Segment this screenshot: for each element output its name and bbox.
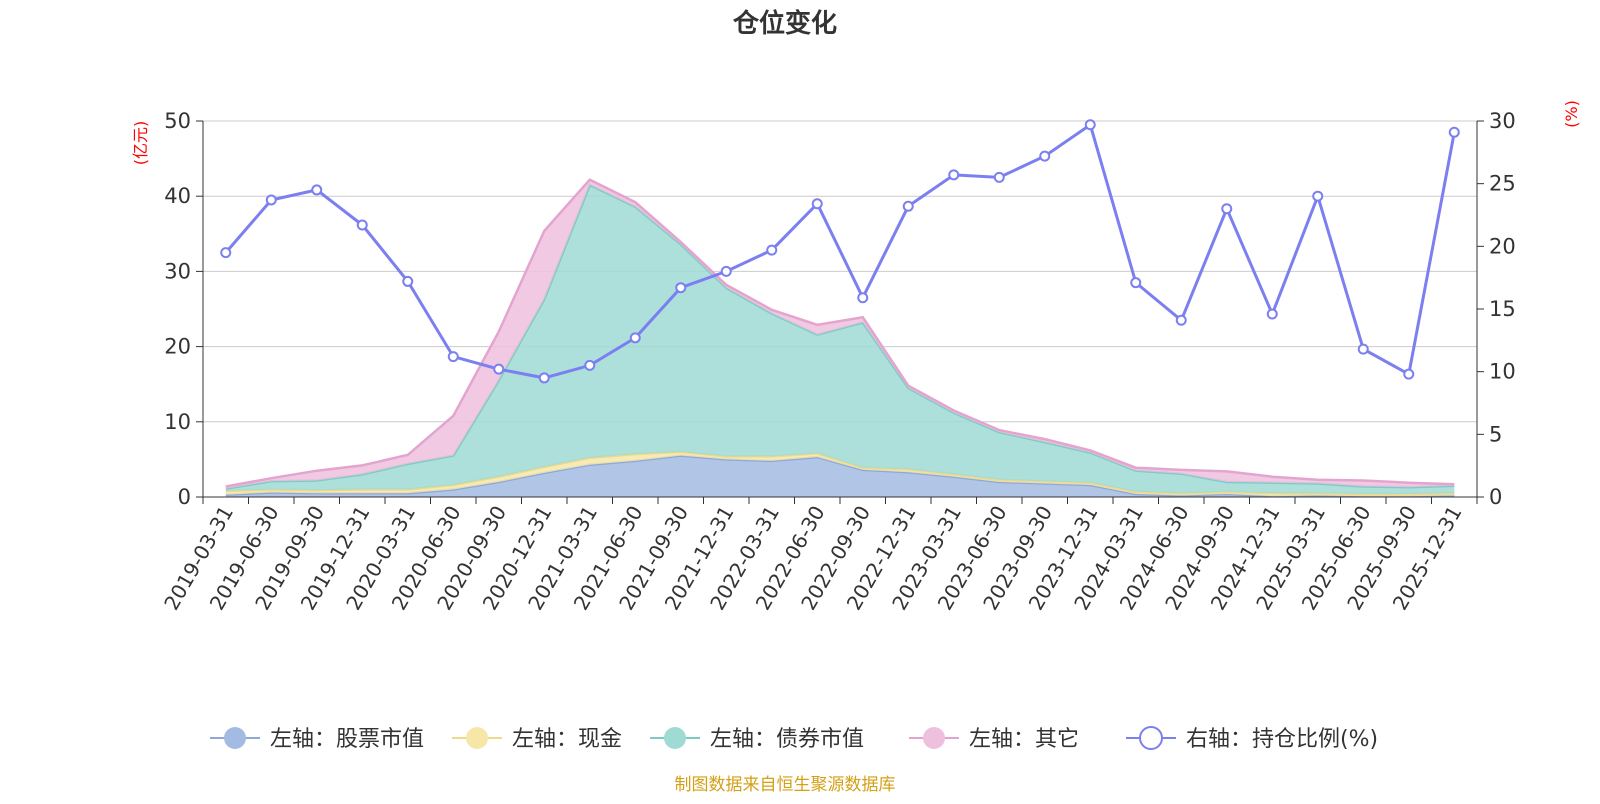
- area-edge-4: [225, 178, 1455, 488]
- ratio-point: [1221, 203, 1233, 215]
- grid-lines: [203, 120, 1477, 423]
- left-tick-label: 40: [164, 184, 191, 208]
- legend-marker: [664, 727, 686, 749]
- ratio-point: [675, 282, 687, 294]
- ratio-point: [993, 171, 1005, 183]
- left-tick-label: 50: [164, 109, 191, 133]
- chart-title: 仓位变化: [732, 8, 837, 39]
- legend-marker: [466, 727, 488, 749]
- ratio-point: [1130, 277, 1142, 289]
- ratio-point: [811, 198, 823, 210]
- ratio-point: [720, 265, 732, 277]
- ratio-point: [538, 372, 550, 384]
- ratio-point: [1357, 343, 1369, 355]
- right-tick-label: 20: [1489, 234, 1516, 258]
- ratio-point: [1266, 308, 1278, 320]
- left-tick-label: 10: [164, 410, 191, 434]
- ratio-point: [311, 184, 323, 196]
- area-3: [225, 184, 1455, 494]
- legend-label: 左轴：股票市值: [270, 727, 424, 752]
- ratio-point: [402, 275, 414, 287]
- legend: 左轴：股票市值 左轴：现金 左轴：债券市值 左轴：其它 右轴：持仓比例(%): [210, 726, 1378, 752]
- right-tick-label: 15: [1489, 297, 1516, 321]
- stacked-areas: [225, 178, 1455, 498]
- legend-marker: [923, 727, 945, 749]
- ratio-line-series: [220, 119, 1460, 384]
- legend-label: 右轴：持仓比例(%): [1186, 727, 1378, 752]
- ratio-point: [902, 200, 914, 212]
- source-note: 制图数据来自恒生聚源数据库: [675, 775, 896, 795]
- ratio-point: [265, 194, 277, 206]
- left-tick-label: 0: [178, 485, 191, 509]
- area-1: [225, 455, 1455, 497]
- ratio-point: [493, 363, 505, 375]
- ratio-point: [1448, 126, 1460, 138]
- ratio-point: [1039, 150, 1051, 162]
- legend-marker: [224, 727, 246, 749]
- ratio-point: [629, 332, 641, 344]
- right-tick-label: 5: [1489, 422, 1502, 446]
- legend-label: 左轴：其它: [969, 727, 1079, 752]
- right-axis-unit: (%): [1562, 100, 1581, 128]
- legend-marker: [1139, 726, 1163, 750]
- right-tick-label: 0: [1489, 485, 1502, 509]
- legend-label: 左轴：现金: [512, 727, 622, 752]
- legend-label: 左轴：债券市值: [710, 727, 864, 752]
- ratio-point: [1084, 119, 1096, 131]
- ratio-point: [1175, 314, 1187, 326]
- ratio-point: [857, 292, 869, 304]
- ratio-point: [584, 359, 596, 371]
- ratio-point: [948, 169, 960, 181]
- right-tick-label: 30: [1489, 109, 1516, 133]
- ratio-point: [766, 244, 778, 256]
- ratio-point: [220, 247, 232, 259]
- ratio-point: [1312, 190, 1324, 202]
- left-axis-unit: (亿元): [131, 121, 150, 166]
- ratio-point: [447, 351, 459, 363]
- ratio-point: [1403, 368, 1415, 380]
- ratio-line: [224, 122, 1456, 380]
- left-tick-label: 20: [164, 335, 191, 359]
- left-tick-label: 30: [164, 259, 191, 283]
- right-tick-label: 25: [1489, 172, 1516, 196]
- ratio-point: [356, 219, 368, 231]
- right-tick-label: 10: [1489, 360, 1516, 384]
